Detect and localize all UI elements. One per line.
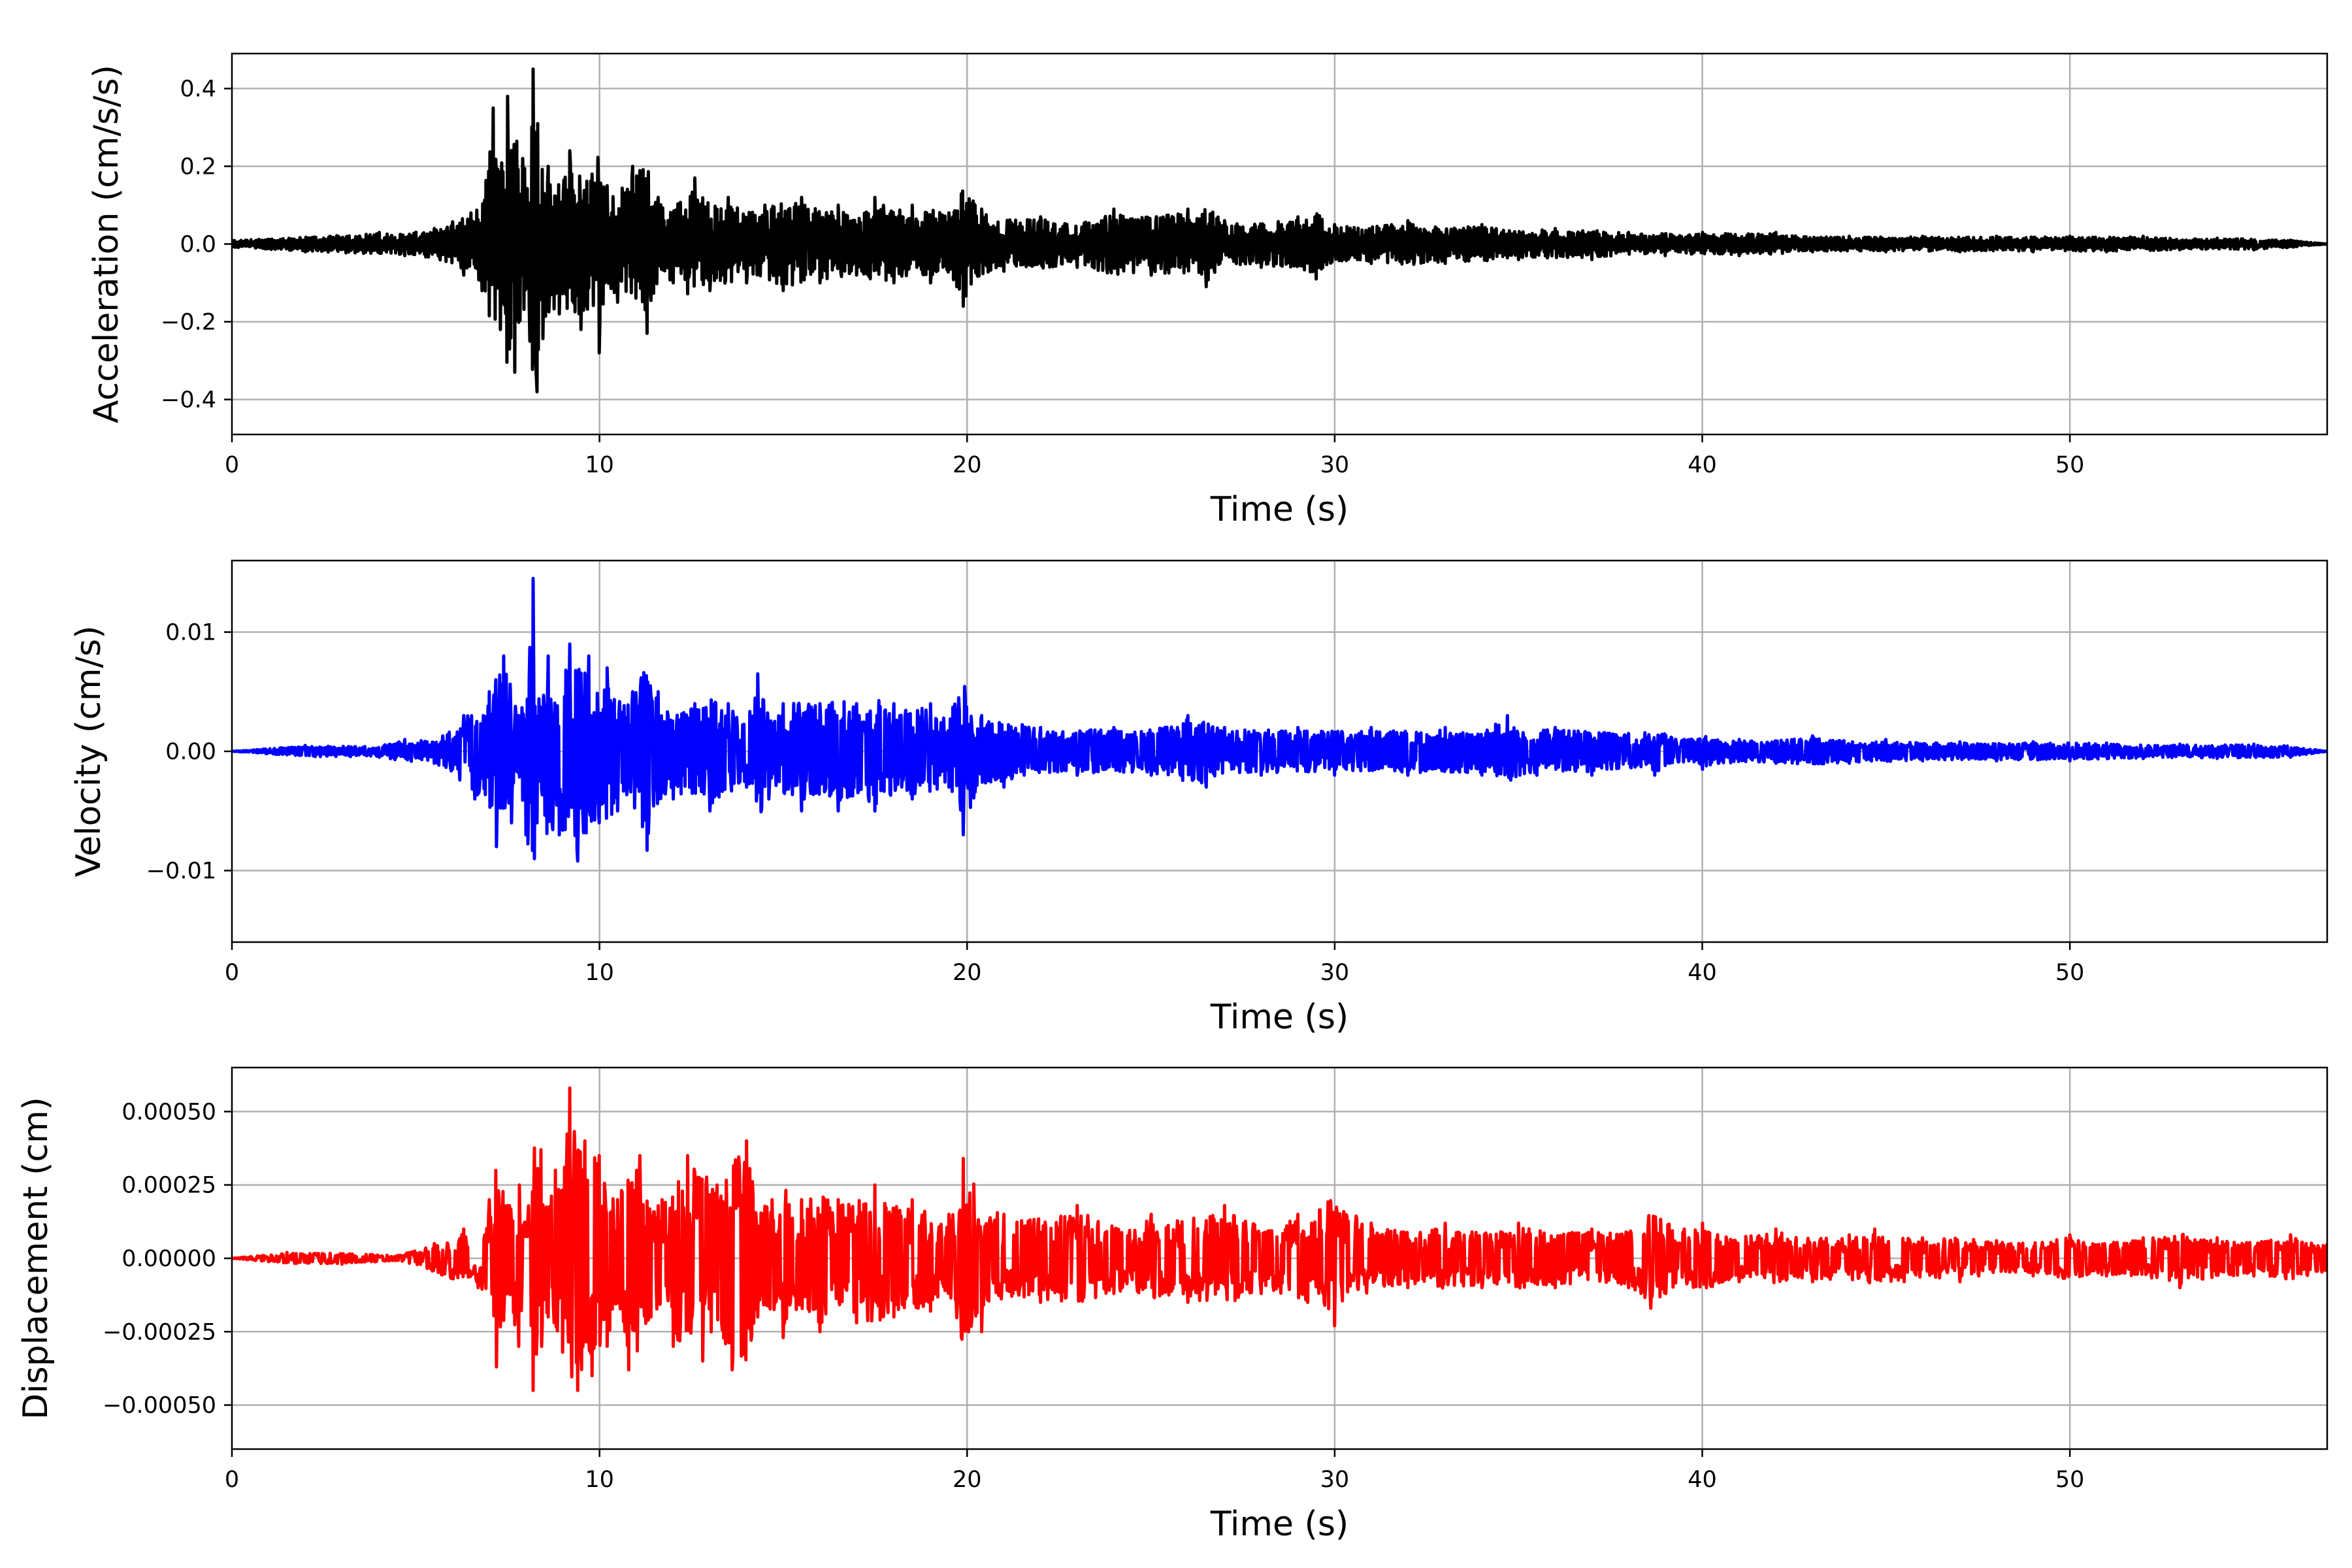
y-axis-label: Velocity (cm/s): [69, 626, 108, 877]
x-axis-label: Time (s): [1210, 490, 1348, 529]
x-tick-label: 10: [585, 960, 614, 986]
x-tick-label: 10: [585, 452, 614, 478]
x-tick-label: 40: [1688, 1467, 1717, 1493]
displacement-series-line: [232, 1086, 2327, 1392]
y-tick-label: −0.01: [146, 858, 216, 885]
x-tick-label: 40: [1688, 452, 1717, 478]
y-tick-label: 0.0: [180, 232, 216, 258]
y-tick-label: 0.00: [165, 739, 216, 765]
x-tick-label: 30: [1320, 960, 1350, 986]
x-tick-label: 30: [1320, 452, 1350, 478]
y-tick-label: −0.2: [161, 309, 216, 335]
x-tick-label: 0: [225, 1467, 239, 1493]
acceleration-series-line: [232, 67, 2327, 394]
y-tick-label: 0.2: [180, 154, 216, 180]
x-axis-label: Time (s): [1210, 998, 1348, 1037]
y-tick-label: −0.00050: [103, 1393, 216, 1419]
x-tick-label: 20: [953, 452, 982, 478]
x-tick-label: 50: [2055, 452, 2085, 478]
velocity-series-line: [232, 576, 2327, 863]
y-axis-label: Acceleration (cm/s/s): [87, 65, 126, 423]
x-tick-label: 20: [953, 960, 982, 986]
x-tick-label: 10: [585, 1467, 614, 1493]
x-tick-label: 0: [225, 452, 239, 478]
panel-velocity: 0 10 20 30 40 50 −0.01 0.00 0.01 Time (s) Velocity…: [69, 559, 2328, 1037]
y-tick-label: 0.00025: [122, 1173, 216, 1199]
y-tick-label: −0.4: [161, 387, 216, 413]
panel-acceleration: 0 10 20 30 40 50 −0.4 −0.2 0.0 0.2 0.4 Time (s) Acce…: [87, 52, 2328, 529]
y-tick-label: −0.00025: [103, 1319, 216, 1345]
x-tick-label: 30: [1320, 1467, 1350, 1493]
y-axis-label: Displacement (cm): [16, 1097, 56, 1420]
y-tick-label: 0.4: [180, 76, 216, 103]
panel-displacement: 0 10 20 30 40 50 −0.00050 −0.00025 0.00000 0.0002…: [16, 1066, 2328, 1544]
x-tick-label: 50: [2055, 960, 2085, 986]
x-tick-label: 20: [953, 1467, 982, 1493]
y-tick-label: 0.01: [165, 620, 216, 646]
x-tick-label: 0: [225, 960, 239, 986]
y-tick-label: 0.00050: [122, 1099, 216, 1125]
x-tick-label: 50: [2055, 1467, 2085, 1493]
x-axis-label: Time (s): [1210, 1505, 1348, 1544]
x-tick-label: 40: [1688, 960, 1717, 986]
y-tick-label: 0.00000: [122, 1246, 216, 1272]
